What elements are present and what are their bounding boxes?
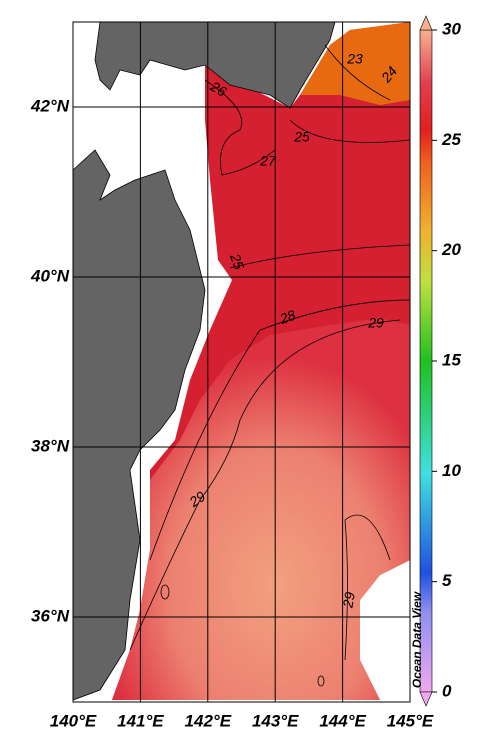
map-area bbox=[72, 21, 411, 703]
lon-tick-label: 145°E bbox=[387, 711, 434, 730]
colorbar-tick-label: 5 bbox=[442, 571, 452, 590]
lat-tick-label: 38°N bbox=[31, 436, 70, 455]
lat-tick-label: 42°N bbox=[30, 96, 70, 115]
contour-label: 29 bbox=[185, 488, 208, 511]
colorbar-tick-label: 0 bbox=[442, 681, 452, 700]
contour-line bbox=[324, 44, 391, 101]
contour-line bbox=[229, 244, 411, 269]
lat-tick-label: 40°N bbox=[30, 266, 70, 285]
cool-water bbox=[300, 22, 410, 105]
colorbar-tick-label: 25 bbox=[441, 130, 461, 149]
map-frame bbox=[72, 21, 411, 703]
warm-water bbox=[112, 318, 410, 700]
contour-line bbox=[160, 584, 170, 600]
colorbar-top-arrow bbox=[419, 15, 433, 31]
contour-line bbox=[204, 79, 276, 176]
contour-label: 26 bbox=[207, 78, 230, 100]
land-honshu bbox=[72, 149, 206, 701]
lat-tick-label: 36°N bbox=[31, 606, 70, 625]
contour-line bbox=[289, 119, 411, 143]
credit: Ocean Data View bbox=[410, 591, 424, 688]
colorbar-tick-label: 30 bbox=[442, 19, 461, 38]
lon-tick-label: 140°E bbox=[50, 711, 97, 730]
colorbar-tick-label: 20 bbox=[441, 240, 461, 259]
lon-tick-label: 144°E bbox=[319, 711, 366, 730]
lon-tick-label: 141°E bbox=[117, 711, 164, 730]
contour-label: 28 bbox=[277, 307, 298, 328]
colorbar-bottom-arrow bbox=[419, 691, 433, 707]
contour-label: 25 bbox=[293, 129, 310, 145]
colorbar-tick-label: 10 bbox=[442, 461, 461, 480]
contour-line bbox=[317, 675, 325, 687]
lon-tick-label: 142°E bbox=[185, 711, 232, 730]
contour-label: 25 bbox=[227, 251, 248, 272]
colorbar-tick-label: 15 bbox=[442, 350, 461, 369]
contour-label: 23 bbox=[346, 51, 363, 67]
contour-line bbox=[129, 319, 401, 651]
contour-label: 27 bbox=[259, 153, 277, 169]
contour-label: 29 bbox=[367, 315, 384, 331]
contour-line bbox=[149, 299, 411, 561]
contour-label: 29 bbox=[339, 591, 358, 610]
lon-tick-label: 143°E bbox=[252, 711, 299, 730]
